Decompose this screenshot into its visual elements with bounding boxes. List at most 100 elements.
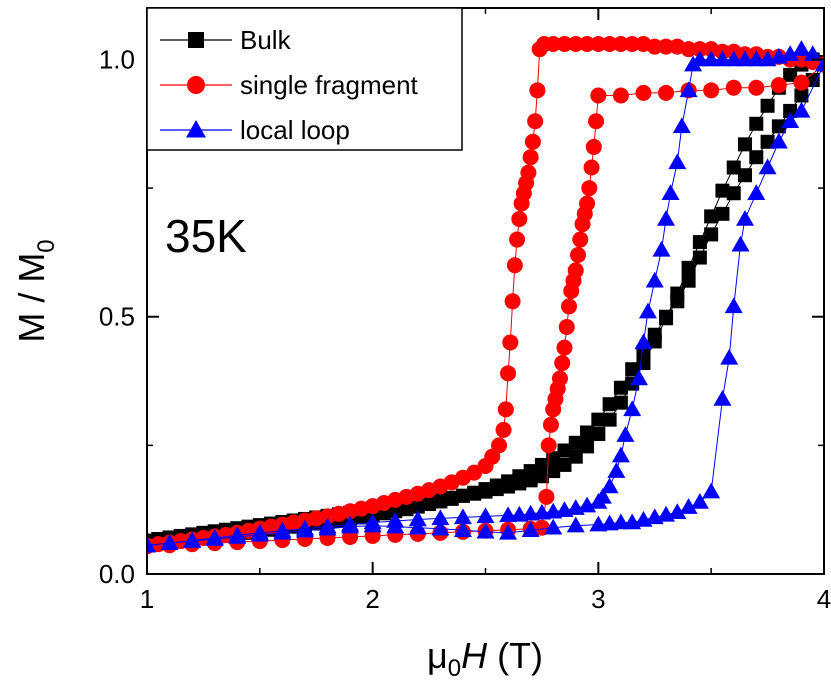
data-point <box>506 257 523 274</box>
data-point <box>647 327 662 342</box>
data-point <box>792 40 811 56</box>
legend-marker <box>186 120 206 138</box>
data-point <box>523 464 538 479</box>
data-point <box>554 355 571 372</box>
data-point <box>431 509 450 526</box>
data-point <box>601 36 618 53</box>
data-point <box>476 507 495 524</box>
data-point <box>544 518 563 535</box>
data-point <box>560 298 577 315</box>
data-point <box>702 50 721 67</box>
data-point <box>613 395 628 410</box>
data-point <box>602 397 617 412</box>
data-point <box>758 158 777 175</box>
data-point <box>545 36 562 53</box>
data-point <box>433 494 448 509</box>
data-point <box>509 231 526 248</box>
data-point <box>542 416 559 433</box>
data-point <box>652 240 671 257</box>
data-point <box>803 45 822 62</box>
data-point <box>453 521 472 538</box>
data-point <box>585 138 602 155</box>
data-point <box>703 82 720 99</box>
data-point <box>702 482 721 499</box>
x-tick-label: 1 <box>140 584 154 614</box>
data-point <box>590 87 607 104</box>
data-point <box>645 508 664 525</box>
data-point <box>668 503 687 520</box>
data-point <box>583 159 600 176</box>
data-point <box>545 401 562 418</box>
data-point <box>658 38 675 55</box>
data-point <box>572 231 589 248</box>
data-point <box>771 119 786 134</box>
data-point <box>524 133 541 150</box>
data-point <box>489 478 504 493</box>
data-point <box>612 36 629 53</box>
data-point <box>579 36 596 53</box>
data-point <box>738 137 753 152</box>
data-point <box>556 339 573 356</box>
data-point <box>558 319 575 336</box>
data-point <box>623 513 642 530</box>
data-point <box>499 523 518 540</box>
data-point <box>491 437 508 454</box>
y-axis-title: M / M0 <box>11 239 60 342</box>
y-tick-label: 0.0 <box>99 559 135 589</box>
data-point <box>726 160 741 175</box>
legend-label: single fragment <box>240 70 419 100</box>
data-point <box>634 333 653 350</box>
data-point <box>613 380 628 395</box>
data-point <box>783 67 798 82</box>
data-point <box>629 369 648 386</box>
data-point <box>538 488 555 505</box>
data-point <box>769 132 788 149</box>
data-point <box>720 348 739 365</box>
data-point <box>713 390 732 406</box>
x-axis-title: μ0H (T) <box>427 635 543 682</box>
data-point <box>540 437 557 454</box>
data-point <box>690 50 709 67</box>
data-point <box>581 180 598 197</box>
data-point <box>183 532 202 548</box>
data-point <box>724 50 743 67</box>
data-point <box>568 435 583 450</box>
data-point <box>386 517 405 534</box>
data-point <box>679 498 698 514</box>
legend-marker <box>187 76 205 94</box>
data-point <box>590 36 607 53</box>
legend-entry: local loop <box>160 115 350 145</box>
data-point <box>726 186 741 201</box>
x-tick-label: 4 <box>817 584 831 614</box>
data-point <box>794 88 809 103</box>
data-point <box>713 50 732 67</box>
data-point <box>521 521 540 538</box>
data-point <box>444 491 459 506</box>
tick-layer: 1 2 3 4 0.0 0.5 1.0 <box>99 8 831 614</box>
data-point <box>670 294 685 309</box>
legend-label: Bulk <box>240 25 292 55</box>
data-point <box>566 516 585 533</box>
data-point <box>625 362 640 377</box>
data-point <box>593 487 612 504</box>
data-point <box>501 474 516 489</box>
data-point <box>692 235 707 250</box>
data-point <box>563 283 580 299</box>
data-point <box>567 36 584 53</box>
legend-entry: single fragment <box>160 70 419 100</box>
data-point <box>205 530 224 546</box>
data-point <box>704 227 719 242</box>
data-point <box>715 206 730 221</box>
data-point <box>388 504 403 519</box>
data-point <box>781 112 800 128</box>
data-point <box>363 516 382 533</box>
data-point <box>527 113 544 130</box>
data-point <box>635 84 652 101</box>
data-point <box>160 534 179 550</box>
data-point <box>557 457 572 472</box>
data-point <box>657 209 676 226</box>
data-point <box>623 400 642 417</box>
data-point <box>588 113 605 130</box>
data-point <box>661 184 680 200</box>
